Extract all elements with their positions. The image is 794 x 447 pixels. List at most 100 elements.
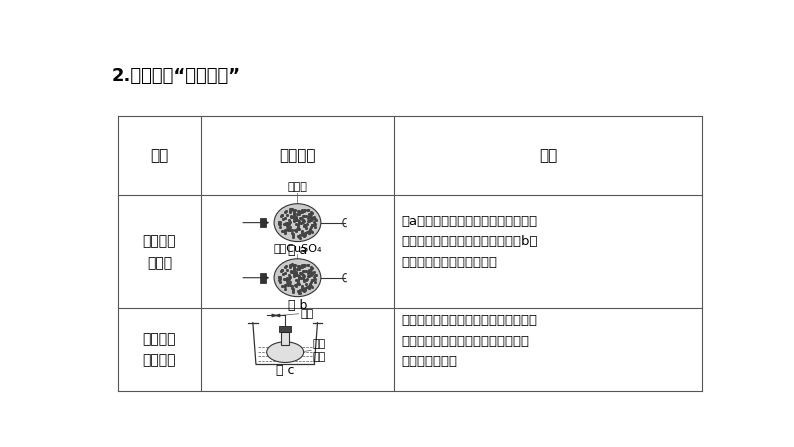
Point <box>290 215 303 222</box>
Point <box>303 284 315 291</box>
Point <box>302 206 314 213</box>
Point <box>274 278 287 286</box>
Point <box>306 215 318 222</box>
Text: 图 a: 图 a <box>288 244 307 257</box>
Point <box>296 229 309 236</box>
Point <box>293 220 306 227</box>
Point <box>298 207 310 214</box>
Point <box>287 208 300 215</box>
Point <box>298 261 310 269</box>
Point <box>289 221 302 228</box>
Point <box>280 278 293 285</box>
Point <box>291 265 303 272</box>
Point <box>276 212 288 219</box>
Point <box>283 206 296 213</box>
Point <box>295 216 308 223</box>
Point <box>283 207 296 215</box>
Point <box>279 263 292 270</box>
Point <box>295 270 307 277</box>
Point <box>301 276 314 283</box>
Point <box>306 228 318 235</box>
Point <box>282 219 295 226</box>
Point <box>278 220 291 228</box>
Bar <box>279 326 291 332</box>
Point <box>299 221 311 228</box>
Point <box>293 207 306 215</box>
Point <box>306 221 319 228</box>
Point <box>295 215 307 222</box>
Point <box>296 287 309 294</box>
Point <box>274 275 287 282</box>
Point <box>302 215 314 222</box>
Point <box>302 261 314 269</box>
Point <box>273 276 286 283</box>
Point <box>301 284 314 291</box>
Point <box>305 210 318 217</box>
Point <box>298 223 310 230</box>
Point <box>287 232 299 239</box>
Point <box>310 217 322 224</box>
Point <box>287 287 299 294</box>
Point <box>278 264 291 271</box>
Point <box>290 282 303 289</box>
Point <box>276 283 288 290</box>
Point <box>304 281 317 288</box>
Point <box>310 272 322 279</box>
Text: 图 c: 图 c <box>276 364 295 377</box>
Point <box>279 226 291 233</box>
Point <box>284 261 297 268</box>
Point <box>303 273 315 280</box>
Text: 图a可用在装置末端吸收尾气或防止外
界水蒸气进入装置，干扰实验。图b可
连在装置中间，检验水蒸气: 图a可用在装置末端吸收尾气或防止外 界水蒸气进入装置，干扰实验。图b可 连在装置… <box>401 215 538 269</box>
Point <box>296 213 309 220</box>
Point <box>285 207 298 214</box>
Point <box>291 280 303 287</box>
Point <box>306 221 318 228</box>
Point <box>292 219 305 226</box>
Point <box>303 211 315 218</box>
Point <box>278 275 291 283</box>
Point <box>294 289 306 296</box>
Point <box>308 224 321 231</box>
Point <box>299 213 312 220</box>
Point <box>304 226 317 233</box>
Point <box>296 217 309 224</box>
Point <box>281 282 294 289</box>
Point <box>303 227 315 234</box>
Text: 活塞: 活塞 <box>301 309 314 319</box>
Point <box>295 271 308 278</box>
Point <box>303 229 315 236</box>
Point <box>296 231 309 238</box>
Point <box>295 263 308 270</box>
Point <box>303 218 315 225</box>
Point <box>293 218 306 225</box>
Point <box>286 229 299 236</box>
Point <box>274 219 287 226</box>
Point <box>291 262 304 270</box>
Point <box>287 285 299 292</box>
Point <box>279 281 291 288</box>
Point <box>305 209 318 216</box>
Point <box>282 276 295 283</box>
Point <box>292 289 305 296</box>
Point <box>300 276 313 283</box>
Point <box>273 274 286 281</box>
Point <box>283 220 295 227</box>
Point <box>283 261 296 268</box>
Point <box>293 225 306 232</box>
Point <box>287 273 300 280</box>
Point <box>285 269 298 276</box>
Point <box>305 265 318 272</box>
Point <box>288 206 301 213</box>
Point <box>303 215 316 222</box>
Text: 说明: 说明 <box>539 148 557 163</box>
Point <box>287 234 299 241</box>
Point <box>305 216 318 224</box>
Point <box>296 232 309 239</box>
Point <box>290 214 303 221</box>
Point <box>274 224 287 231</box>
Point <box>307 274 320 281</box>
Point <box>289 276 302 283</box>
Bar <box>260 273 266 283</box>
Point <box>293 262 306 270</box>
Point <box>290 270 303 277</box>
